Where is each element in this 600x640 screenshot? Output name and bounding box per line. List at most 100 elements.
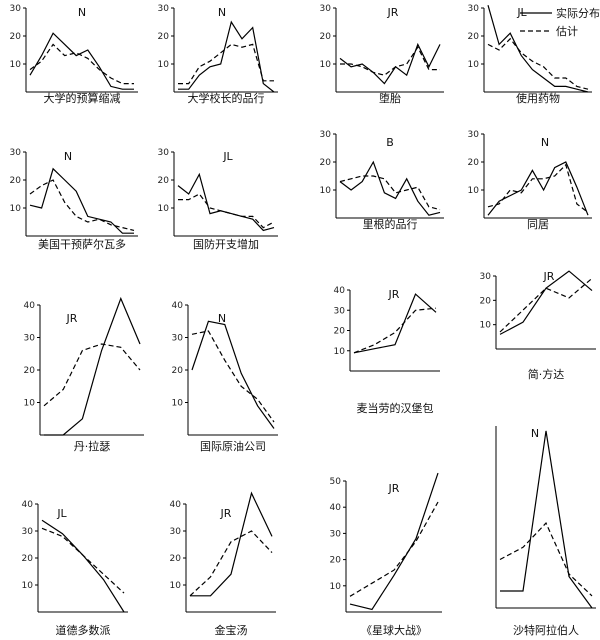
series-estimate-line: [29, 43, 134, 85]
chart-tag: N: [64, 150, 72, 163]
chart-caption: 麦当劳的汉堡包: [357, 401, 434, 415]
chart-caption: 简·方达: [528, 367, 565, 381]
series-actual-line: [500, 430, 593, 609]
y-tick-label: 20: [468, 158, 480, 168]
series-estimate-line: [487, 163, 589, 213]
chart-caption: 丹·拉瑟: [74, 439, 111, 453]
y-tick-label: 10: [158, 60, 170, 70]
chart-tag: JR: [66, 312, 78, 325]
y-tick-label: 10: [330, 582, 342, 592]
chart-tag: JL: [222, 150, 233, 163]
y-tick-label: 20: [10, 32, 22, 42]
chart-caption: 同居: [527, 218, 549, 231]
chart-panel: 10 20 30 40 JR 麦当劳的汉堡包: [334, 286, 440, 415]
series-actual-line: [41, 519, 125, 613]
chart-tag: JR: [388, 288, 400, 301]
legend: 实际分布 估计: [520, 6, 600, 38]
y-tick-label: 10: [480, 321, 492, 331]
y-tick-label: 10: [334, 347, 346, 357]
chart-panel: N 沙特阿拉伯人: [495, 426, 596, 637]
chart-caption: 大学校长的品行: [188, 91, 265, 105]
y-tick-label: 30: [22, 527, 34, 537]
y-tick-label: 20: [334, 327, 346, 337]
chart-caption: 大学的预算缩减: [44, 91, 121, 105]
y-tick-label: 30: [10, 148, 22, 158]
chart-tag: JR: [388, 482, 400, 495]
series-actual-line: [44, 296, 141, 436]
chart-caption: 金宝汤: [215, 623, 248, 637]
y-tick-label: 30: [468, 130, 480, 140]
series-estimate-line: [29, 179, 135, 231]
y-tick-label: 20: [468, 32, 480, 42]
chart-caption: 沙特阿拉伯人: [513, 623, 579, 637]
chart-tag: JR: [543, 270, 555, 283]
legend-estimate-label: 估计: [556, 25, 578, 38]
chart-panel: 10 20 30 40 JR 金宝汤: [170, 491, 276, 637]
y-tick-label: 30: [320, 4, 332, 14]
chart-tag: JL: [56, 507, 67, 520]
y-tick-label: 30: [158, 148, 170, 158]
series-actual-line: [487, 5, 589, 93]
y-tick-label: 20: [24, 366, 36, 376]
chart-panel: 10 20 30 B 里根的品行: [320, 130, 444, 231]
y-tick-label: 40: [334, 286, 346, 296]
chart-caption: 使用药物: [516, 91, 560, 105]
y-tick-label: 10: [24, 399, 36, 409]
chart-tag: JR: [220, 507, 232, 520]
y-tick-label: 10: [10, 204, 22, 214]
series-estimate-line: [178, 43, 274, 85]
y-tick-label: 30: [330, 529, 342, 539]
chart-panel: 10 20 30 N 同居: [468, 130, 592, 231]
y-tick-label: 20: [22, 554, 34, 564]
series-actual-line: [178, 20, 275, 93]
y-tick-label: 30: [170, 527, 182, 537]
chart-panel: 10 20 30 JL 国防开支增加: [158, 148, 278, 251]
legend-actual-label: 实际分布: [556, 6, 600, 20]
y-tick-label: 30: [24, 334, 36, 344]
y-tick-label: 20: [172, 366, 184, 376]
y-tick-label: 30: [320, 130, 332, 140]
chart-tag: N: [78, 6, 86, 19]
series-estimate-line: [43, 343, 141, 407]
series-actual-line: [339, 42, 441, 85]
series-actual-line: [487, 161, 589, 216]
y-tick-label: 10: [22, 581, 34, 591]
chart-panel: 10 20 30 N 大学的预算缩减: [10, 4, 138, 105]
chart-caption: 里根的品行: [363, 217, 418, 231]
chart-tag: N: [531, 427, 539, 440]
y-tick-label: 50: [330, 477, 342, 487]
chart-caption: 道德多数派: [56, 623, 111, 637]
series-actual-line: [190, 491, 273, 597]
series-estimate-line: [349, 501, 439, 597]
chart-panel: 10 20 30 JR 简·方达: [480, 270, 596, 381]
y-tick-label: 20: [480, 296, 492, 306]
y-tick-label: 40: [172, 301, 184, 311]
y-tick-label: 10: [468, 186, 480, 196]
chart-caption: 国防开支增加: [193, 237, 259, 251]
series-estimate-line: [499, 277, 593, 333]
series-estimate-line: [191, 330, 275, 423]
chart-panel: 10 20 30 40 N 国际原油公司: [172, 301, 278, 453]
y-tick-label: 30: [10, 4, 22, 14]
series-estimate-line: [41, 527, 125, 594]
series-estimate-line: [178, 193, 275, 229]
chart-panel: 10 20 30 40 50 JR 《星球大战》: [330, 472, 442, 637]
series-actual-line: [29, 167, 134, 234]
chart-panel: 10 20 30 N 大学校长的品行: [158, 4, 278, 105]
chart-tag: N: [541, 136, 549, 149]
series-actual-line: [177, 172, 275, 232]
series-estimate-line: [499, 522, 593, 597]
y-tick-label: 10: [10, 60, 22, 70]
y-tick-label: 10: [172, 399, 184, 409]
chart-panel: 10 20 30 JR 堕胎: [320, 4, 444, 105]
chart-tag: N: [218, 312, 226, 325]
y-tick-label: 30: [468, 4, 480, 14]
chart-panel: 10 20 30 40 JR 丹·拉瑟: [24, 296, 144, 453]
series-actual-line: [339, 160, 441, 216]
chart-caption: 《星球大战》: [361, 623, 427, 637]
chart-caption: 堕胎: [379, 91, 401, 105]
y-tick-label: 30: [158, 4, 170, 14]
y-tick-label: 30: [334, 306, 346, 316]
y-tick-label: 40: [24, 301, 36, 311]
